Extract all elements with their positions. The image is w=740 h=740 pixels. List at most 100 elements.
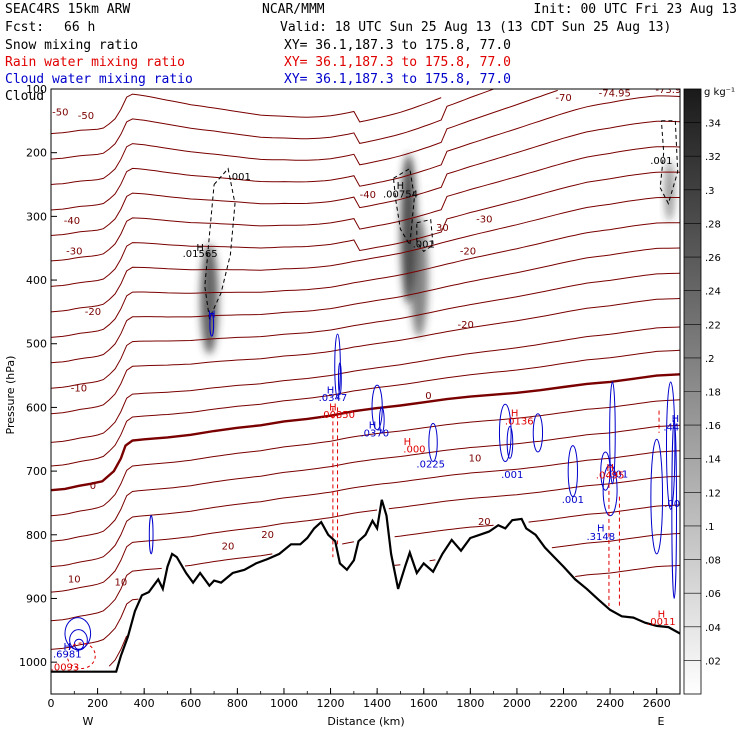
- x-tick-label: 400: [134, 697, 155, 710]
- y-tick-label: 500: [26, 338, 47, 351]
- y-tick-label: 600: [26, 401, 47, 414]
- temperature-contour-label: 20: [478, 517, 491, 528]
- temperature-contour-label: -30: [476, 215, 492, 226]
- colorbar-tick-label: .3: [705, 186, 715, 197]
- model-title: SEAC4RS 15km ARW: [5, 2, 130, 17]
- temperature-contour-label: 0: [425, 391, 431, 402]
- legend-field-name: Rain water mixing ratio: [5, 55, 185, 70]
- cloud-ice-max-label: .01565: [183, 249, 218, 260]
- temperature-contour-label: -70: [555, 93, 571, 104]
- y-tick-label: 800: [26, 529, 47, 542]
- rain-water-max-label: .0011: [647, 617, 676, 628]
- isotherm-line: [51, 95, 680, 211]
- colorbar-tick-label: .12: [705, 488, 721, 499]
- cloud-ice-max-label: H: [397, 181, 405, 192]
- isotherm-line: [51, 247, 680, 364]
- cloud-ice-max-label: H: [196, 243, 204, 254]
- cloud-water-contour: [378, 406, 385, 434]
- isotherm-line: [51, 222, 680, 338]
- isotherm-line: [51, 424, 680, 542]
- cloud-water-max-label: H: [208, 310, 216, 321]
- snow-shading-blob: [664, 160, 675, 221]
- x-tick-label: 600: [180, 697, 201, 710]
- cloud-water-max-label: H: [672, 414, 680, 425]
- cloud-water-max-label: .4432: [663, 422, 692, 433]
- rain-water-max-label: H: [606, 463, 614, 474]
- temperature-contour-label: 30: [436, 223, 449, 234]
- y-tick-label: 400: [26, 274, 47, 287]
- colorbar-tick-label: .26: [705, 253, 721, 264]
- cloud-water-max-label: .001: [562, 495, 584, 506]
- colorbar-tick-label: .32: [705, 152, 721, 163]
- colorbar-tick-label: .34: [705, 119, 721, 130]
- cloud-water-contour: [671, 419, 678, 599]
- cloud-water-contour: [334, 333, 341, 399]
- y-tick-label: 200: [26, 147, 47, 160]
- cloud-water-contour: [148, 515, 154, 555]
- colorbar-tick-label: .02: [705, 656, 721, 667]
- plot-area: [51, 89, 680, 694]
- cloud-water-contour: [506, 426, 514, 459]
- rain-water-max-label: .0136: [505, 417, 534, 428]
- legend-field-name: Cloud water mixing ratio: [5, 72, 193, 87]
- y-tick-label: 700: [26, 465, 47, 478]
- colorbar-tick-label: .08: [705, 556, 721, 567]
- colorbar-tick-label: .2: [705, 354, 715, 365]
- colorbar-tick-label: .14: [705, 455, 721, 466]
- terrain-profile: [51, 499, 680, 673]
- temperature-contour-label: -30: [66, 247, 82, 258]
- cloud-water-max-label: .0225: [416, 459, 445, 470]
- rain-water-max-label: .0495: [596, 471, 625, 482]
- cloud-ice-contours: [204, 120, 679, 321]
- cloud-water-contour: [209, 312, 215, 337]
- isotherm-line: [51, 298, 680, 415]
- colorbar-tick-label: .04: [705, 623, 721, 634]
- temperature-contour-label: -50: [52, 108, 68, 119]
- rain-water-max-label: H: [329, 403, 337, 414]
- axes: 0 200 400 600 800 1000 1200 1400 1600 1800 2000 220…: [19, 83, 681, 710]
- cloud-ice-contour: [204, 167, 236, 321]
- temperature-contour-label: 10: [115, 578, 128, 589]
- isotherm-line: [51, 399, 680, 517]
- isotherm-line: [51, 272, 680, 389]
- isotherm-line: [51, 197, 680, 313]
- legend-section-coords: XY= 36.1,187.3 to 175.8, 77.0: [284, 72, 511, 87]
- x-tick-label: 2400: [596, 697, 624, 710]
- cloud-water-max-label: H: [64, 642, 72, 653]
- colorbar-tick-label: .24: [705, 287, 721, 298]
- x-tick-label: 1200: [317, 697, 345, 710]
- isotherm-line: [108, 564, 680, 667]
- cloud-water-max-label: H: [369, 420, 377, 431]
- cloud-ice-max-label: .00754: [383, 189, 418, 200]
- cloud-water-contours: [64, 312, 678, 651]
- cloud-water-max-label: .001: [606, 469, 628, 480]
- temperature-contour-label: 20: [222, 541, 235, 552]
- cloud-ice-contour: [416, 218, 434, 253]
- temperature-contour-label: -10: [71, 384, 87, 395]
- west-endpoint-label: W: [83, 715, 94, 728]
- cloud-water-contour: [602, 464, 618, 517]
- isotherm-line: [51, 89, 494, 160]
- rain-water-contours: [66, 407, 660, 670]
- y-axis-title: Pressure (hPa): [4, 356, 17, 435]
- colorbar-tick-label: .06: [705, 589, 721, 600]
- isotherm-line: [51, 171, 680, 287]
- x-tick-label: 0: [48, 697, 55, 710]
- cloud-water-max-label: .001: [501, 470, 523, 481]
- colorbar-tick-label: .28: [705, 219, 721, 230]
- colorbar-unit: g kg⁻¹: [704, 87, 735, 98]
- cloud-water-contour: [498, 403, 512, 463]
- isotherm-line: [51, 93, 442, 135]
- cloud-water-contour: [428, 422, 438, 463]
- isotherm-line: [51, 146, 680, 262]
- x-tick-label: 2200: [550, 697, 578, 710]
- plot-frame: [50, 88, 681, 695]
- cloud-water-contour: [665, 381, 676, 510]
- cloud-water-contour: [650, 438, 664, 555]
- cloud-ice-max-label: .001: [413, 240, 435, 251]
- cloud-ice-max-label: .001: [229, 172, 251, 183]
- forecast-hours: 66 h: [64, 20, 95, 35]
- rain-water-max-label: .00850: [320, 410, 355, 421]
- isotherm-line: [51, 120, 680, 236]
- x-tick-label: 800: [227, 697, 248, 710]
